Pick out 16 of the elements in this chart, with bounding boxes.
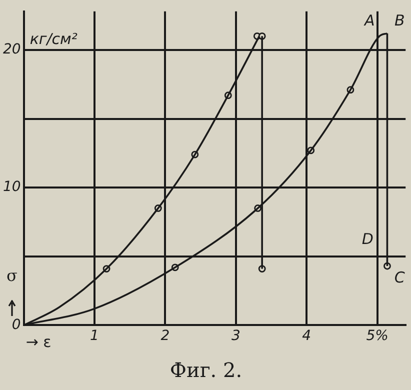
text: Фиг. 2. bbox=[170, 358, 242, 382]
annotation: C bbox=[394, 268, 406, 286]
x-tick-label: 2 bbox=[160, 328, 170, 344]
x-tick-label: 1 bbox=[90, 328, 99, 344]
y-axis-title: σ bbox=[6, 266, 18, 286]
x-axis-title: → ε bbox=[26, 333, 52, 352]
annotation: B bbox=[394, 11, 405, 30]
y-tick-label: 20 bbox=[2, 42, 21, 58]
annotation: D bbox=[362, 230, 374, 248]
x-tick-label: 4 bbox=[302, 328, 312, 344]
y-tick-label: 0 bbox=[12, 316, 21, 333]
annotation: кг/см² bbox=[30, 30, 78, 48]
x-tick-label: 3 bbox=[231, 328, 240, 344]
y-tick-label: 10 bbox=[2, 179, 21, 196]
annotation: A bbox=[363, 11, 375, 30]
x-tick-label: 5% bbox=[366, 328, 388, 344]
